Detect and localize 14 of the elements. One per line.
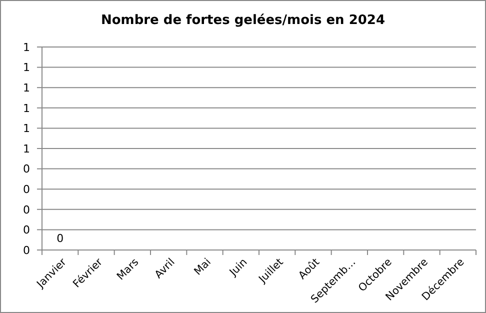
y-tick-label: 1 [23,61,30,74]
y-tick-label: 1 [23,102,30,115]
y-tick-label: 1 [23,40,30,54]
y-tick-label: 0 [23,162,30,176]
y-tick-label: 0 [23,203,30,216]
data-label: 0 [56,232,64,245]
y-tick-label: 1 [23,81,30,94]
x-tick-label: Mai [192,256,214,278]
chart-title: Nombre de fortes gelées/mois en 2024 [100,13,386,28]
y-tick-label: 0 [23,244,30,257]
y-tick-label: 1 [23,142,30,156]
y-tick-label: 0 [23,224,30,237]
y-tick-label: 1 [23,122,30,136]
y-tick-label: 0 [23,182,30,196]
